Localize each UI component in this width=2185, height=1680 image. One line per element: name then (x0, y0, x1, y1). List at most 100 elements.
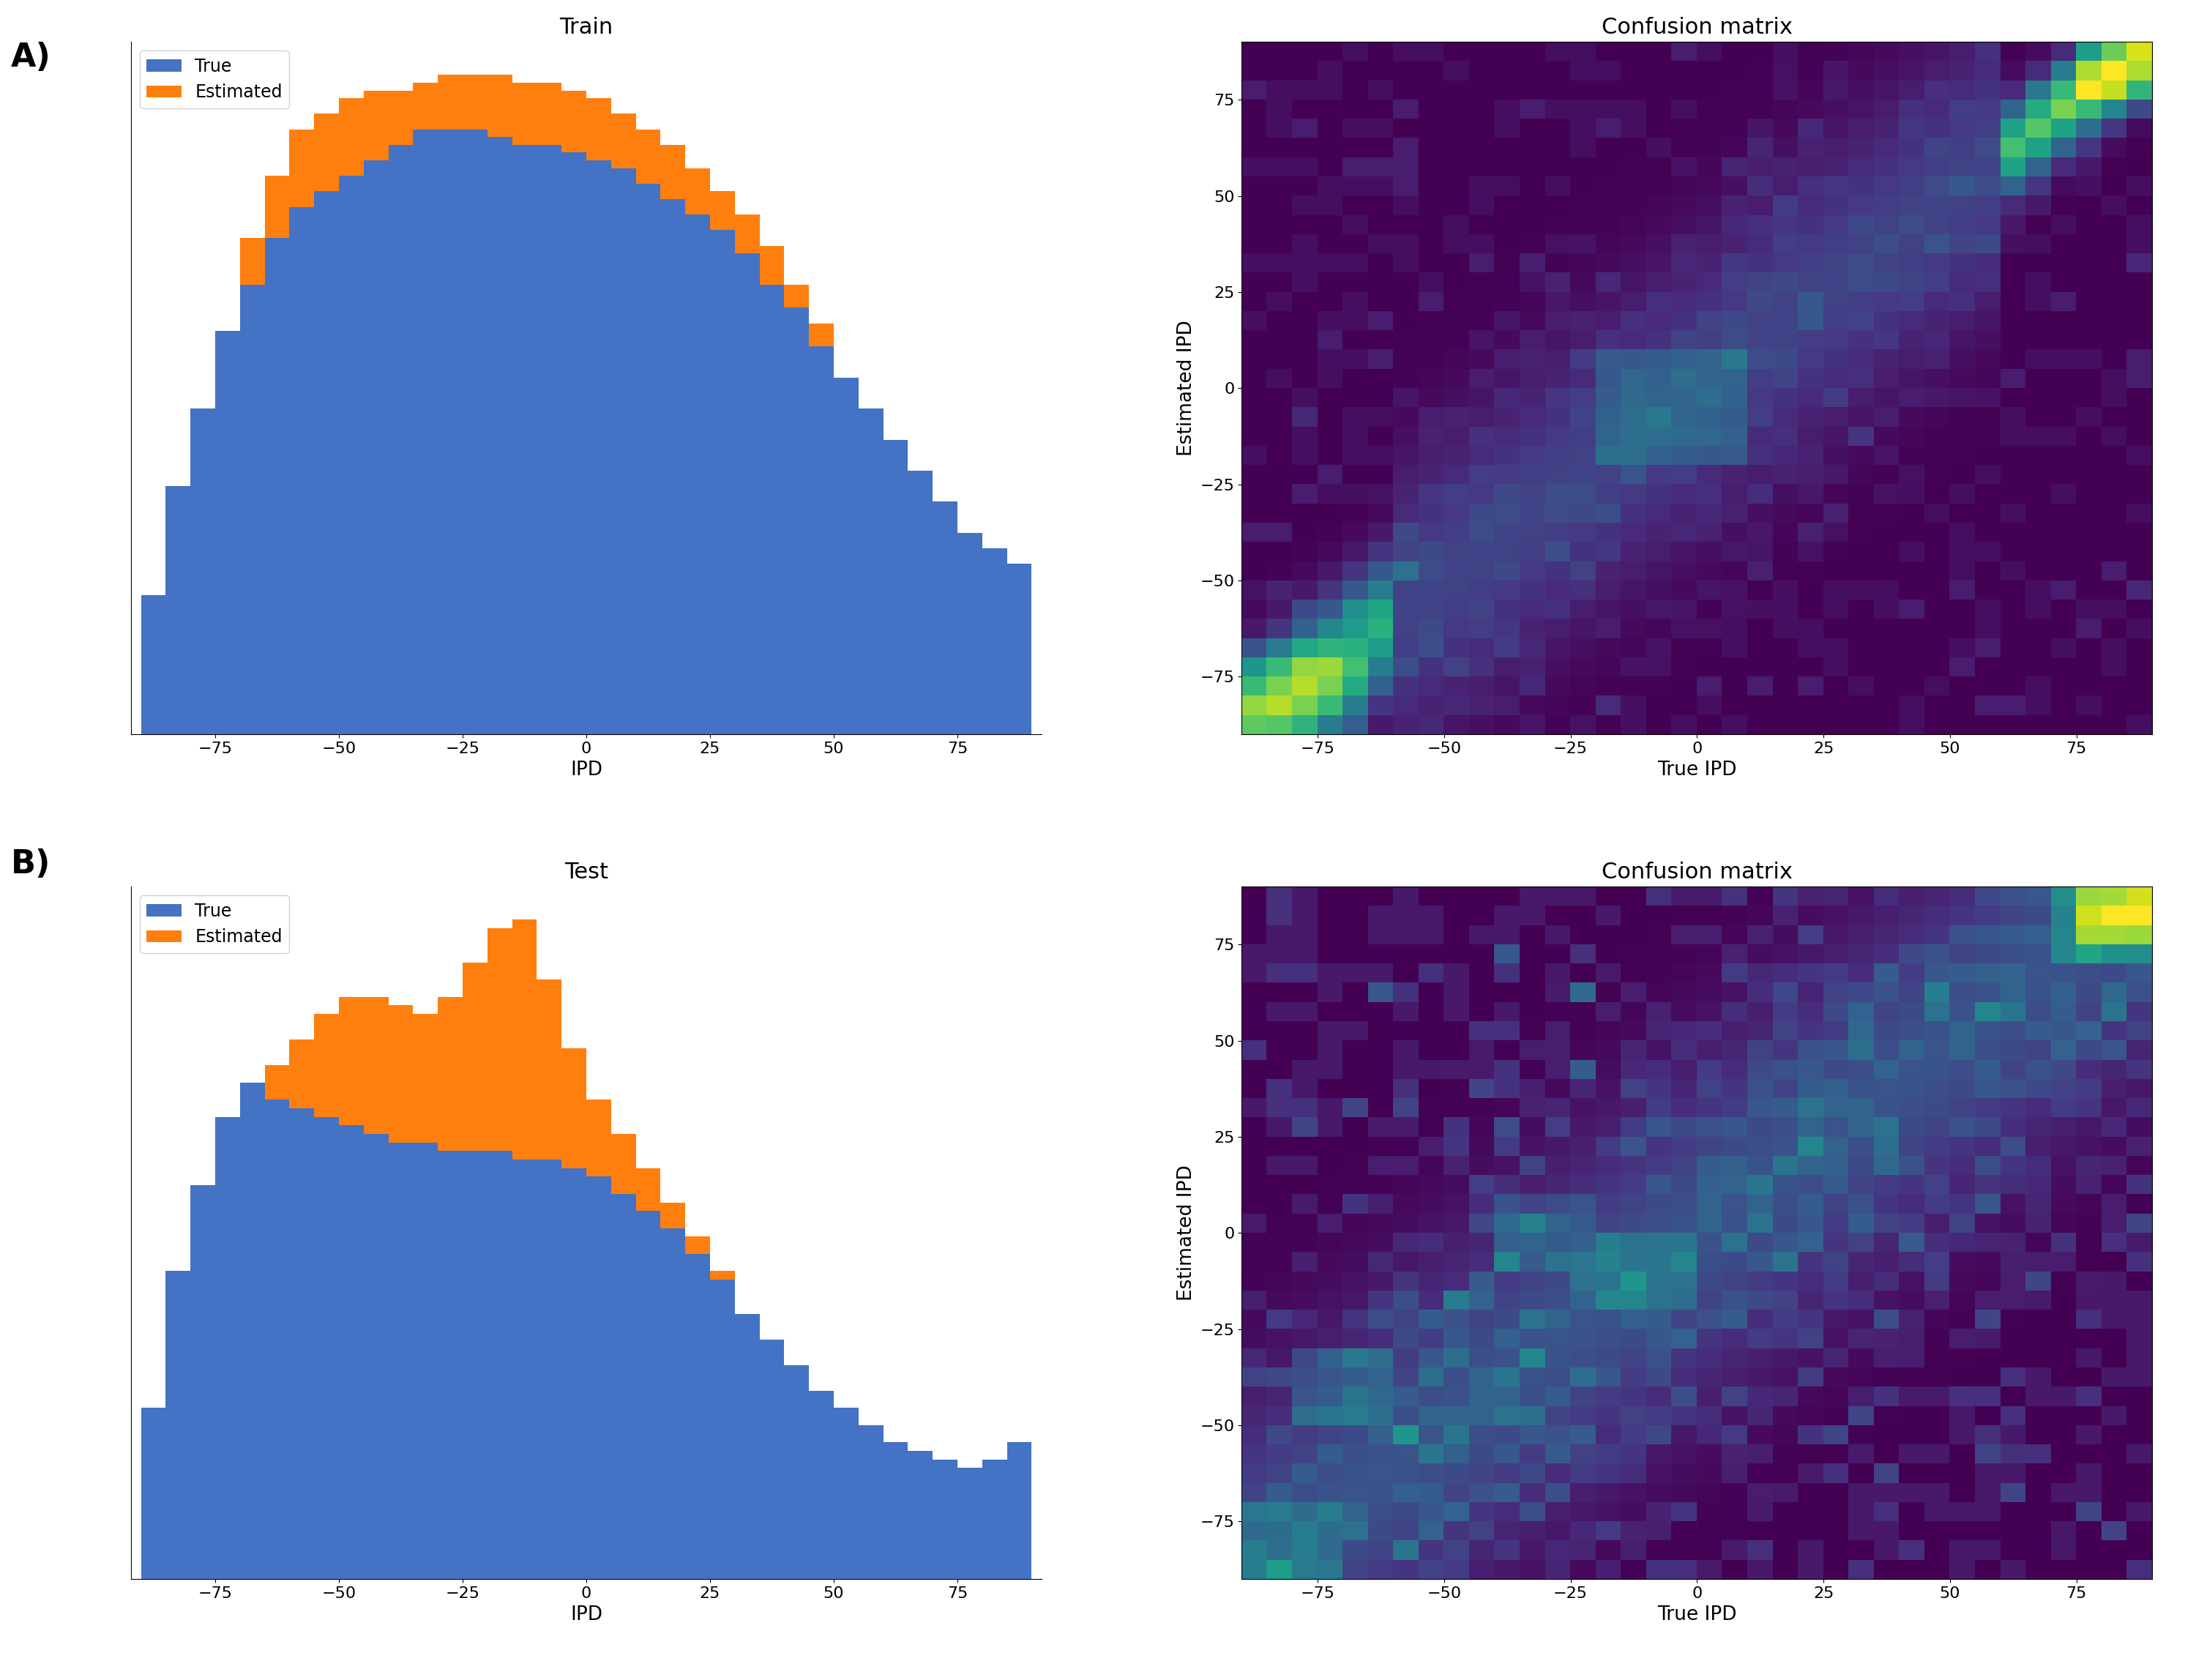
Bar (240, 284, 264, 734)
Bar (760, 1356, 784, 1579)
Bar (413, 129, 437, 734)
Bar (288, 1109, 315, 1579)
Bar (463, 1151, 487, 1579)
Bar (339, 97, 363, 734)
Bar (1007, 1494, 1031, 1579)
Bar (315, 1015, 339, 1579)
Bar (437, 1151, 463, 1579)
Bar (734, 215, 760, 734)
Bar (389, 91, 413, 734)
Bar (315, 114, 339, 734)
Bar (835, 1408, 859, 1579)
Bar (933, 502, 957, 734)
Bar (660, 1203, 686, 1579)
Bar (562, 153, 586, 734)
Bar (339, 996, 363, 1579)
Bar (487, 929, 511, 1579)
Bar (214, 331, 240, 734)
Bar (686, 1253, 710, 1579)
Bar (835, 378, 859, 734)
Bar (710, 1280, 734, 1579)
Bar (660, 1228, 686, 1579)
Bar (710, 192, 734, 734)
Bar (264, 1065, 288, 1579)
Bar (511, 919, 538, 1579)
Bar (636, 183, 660, 734)
Bar (487, 138, 511, 734)
Bar (240, 1082, 264, 1579)
Bar (413, 82, 437, 734)
Bar (686, 215, 710, 734)
Title: Confusion matrix: Confusion matrix (1602, 17, 1792, 39)
Bar (142, 1477, 166, 1579)
Bar (562, 91, 586, 734)
Bar (909, 1452, 933, 1579)
Bar (363, 1134, 389, 1579)
Bar (636, 1211, 660, 1579)
Bar (288, 129, 315, 734)
Bar (142, 642, 166, 734)
Bar (264, 1100, 288, 1579)
Bar (734, 254, 760, 734)
Bar (586, 1100, 612, 1579)
Bar (859, 1425, 883, 1579)
Bar (835, 1425, 859, 1579)
Bar (463, 76, 487, 734)
Bar (612, 114, 636, 734)
Bar (142, 1408, 166, 1579)
Bar (264, 176, 288, 734)
Bar (389, 1142, 413, 1579)
Bar (686, 1236, 710, 1579)
Bar (389, 144, 413, 734)
Bar (166, 564, 190, 734)
Bar (511, 144, 538, 734)
Title: Confusion matrix: Confusion matrix (1602, 862, 1792, 884)
Bar (760, 284, 784, 734)
Bar (190, 1289, 214, 1579)
Bar (1007, 1441, 1031, 1579)
Bar (363, 160, 389, 734)
Bar (612, 1134, 636, 1579)
Bar (363, 91, 389, 734)
Legend: True, Estimated: True, Estimated (140, 895, 288, 953)
Text: B): B) (11, 848, 50, 880)
Bar (437, 996, 463, 1579)
Bar (710, 230, 734, 734)
Bar (883, 440, 909, 734)
Bar (538, 1159, 562, 1579)
Bar (1007, 564, 1031, 734)
Bar (315, 1117, 339, 1579)
Bar (760, 245, 784, 734)
Y-axis label: Estimated IPD: Estimated IPD (1178, 1164, 1195, 1300)
Bar (784, 1366, 808, 1579)
Bar (636, 1168, 660, 1579)
X-axis label: True IPD: True IPD (1656, 1604, 1737, 1625)
Bar (933, 1460, 957, 1579)
Y-axis label: Estimated IPD: Estimated IPD (1178, 321, 1195, 457)
Bar (636, 129, 660, 734)
Title: Test: Test (564, 862, 607, 884)
Bar (784, 284, 808, 734)
Bar (463, 963, 487, 1579)
X-axis label: IPD: IPD (570, 1604, 603, 1625)
Bar (883, 1452, 909, 1579)
Bar (933, 548, 957, 734)
Bar (511, 82, 538, 734)
Bar (957, 1477, 981, 1579)
Bar (511, 1159, 538, 1579)
Bar (214, 1184, 240, 1579)
Bar (586, 97, 612, 734)
Bar (808, 1391, 835, 1579)
Bar (166, 1408, 190, 1579)
Bar (859, 423, 883, 734)
Bar (538, 82, 562, 734)
Bar (463, 129, 487, 734)
Bar (363, 996, 389, 1579)
Bar (957, 1468, 981, 1579)
Bar (734, 1322, 760, 1579)
Bar (859, 1441, 883, 1579)
Bar (586, 160, 612, 734)
Bar (166, 486, 190, 734)
Bar (214, 331, 240, 734)
Bar (190, 408, 214, 734)
